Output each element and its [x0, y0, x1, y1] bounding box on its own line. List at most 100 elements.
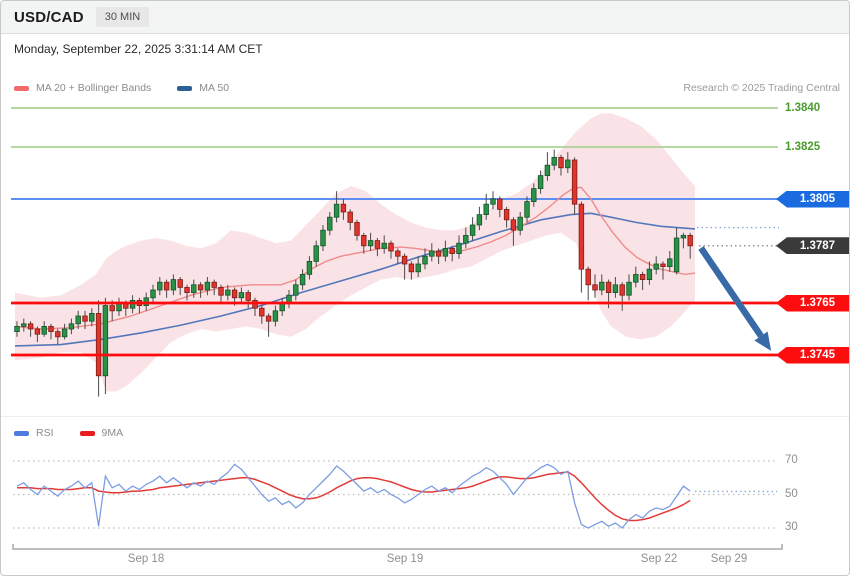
candle-body — [673, 237, 680, 273]
bollinger-band — [15, 113, 695, 392]
candle-body — [592, 284, 598, 291]
candle-body — [571, 159, 578, 205]
rsi-line — [16, 463, 691, 529]
candle-body — [456, 242, 462, 254]
symbol-title: USD/CAD — [14, 8, 84, 26]
candle-body — [61, 328, 68, 338]
candle-body — [497, 198, 503, 210]
candle-body — [82, 315, 88, 322]
candle-body — [163, 281, 170, 291]
candle-body — [21, 323, 27, 327]
candle-body — [218, 286, 224, 296]
candle-body — [381, 242, 387, 249]
candle-body — [68, 323, 75, 330]
rsi-legend-label: RSI — [36, 427, 54, 439]
candle-body — [429, 250, 435, 257]
candle-body — [415, 263, 421, 273]
candle-body — [476, 214, 483, 226]
candle-body — [469, 224, 476, 236]
x-axis-line — [12, 544, 783, 550]
candle-body — [524, 201, 530, 218]
candle-body — [184, 286, 190, 293]
candle-body — [177, 279, 183, 288]
ma20-swatch-icon — [14, 85, 29, 91]
candle-body — [401, 255, 408, 265]
candle-body — [89, 312, 95, 322]
rsi-swatch-icon — [14, 430, 29, 436]
candle-body — [211, 281, 217, 288]
candle-body — [680, 234, 687, 239]
candle-body — [14, 325, 20, 332]
candle-body — [75, 315, 81, 325]
candle-body — [225, 289, 231, 296]
candle-body — [408, 263, 415, 273]
candle-body — [320, 229, 326, 247]
candle-body — [367, 240, 374, 247]
candle-body — [34, 328, 41, 335]
candle-body — [361, 234, 367, 247]
candle-body — [517, 216, 523, 231]
candle-body — [48, 325, 54, 332]
candle-body — [687, 234, 693, 247]
candle-body — [660, 263, 666, 267]
candle-body — [395, 250, 401, 257]
candle-body — [435, 250, 442, 257]
candle-body — [667, 258, 673, 267]
candle-body — [245, 292, 251, 301]
candle-body — [340, 203, 347, 213]
candle-body — [490, 198, 496, 205]
candle-body — [599, 281, 605, 291]
candle-body — [463, 234, 469, 244]
candle-body — [95, 312, 102, 377]
candle-body — [619, 284, 625, 296]
candle-body — [238, 292, 245, 299]
research-credit: Research © 2025 Trading Central — [683, 82, 840, 94]
candle-body — [639, 273, 646, 280]
candle-body — [197, 284, 204, 291]
candle-body — [347, 211, 353, 223]
candle-body — [55, 331, 61, 338]
candle-body — [354, 221, 360, 236]
candle-body — [306, 260, 313, 275]
candle-body — [333, 203, 340, 218]
candle-body — [449, 247, 455, 254]
candle-body — [265, 315, 272, 322]
candle-body — [510, 219, 517, 231]
rsi-9ma-line — [17, 471, 691, 522]
candle-body — [558, 156, 564, 169]
candle-body — [170, 279, 177, 291]
nine-ma-legend-label: 9MA — [101, 427, 124, 439]
candle-body — [204, 281, 211, 291]
candle-body — [388, 242, 394, 252]
candle-body — [551, 156, 557, 166]
candle-body — [612, 284, 619, 293]
candle-body — [231, 289, 238, 299]
rsi-legend: RSI 9MA — [14, 427, 123, 439]
panel-divider — [1, 416, 849, 417]
candle-body — [585, 268, 591, 286]
candle-body — [544, 164, 551, 176]
candle-body — [293, 284, 299, 296]
candle-body — [578, 203, 585, 270]
ma50-swatch-icon — [177, 85, 193, 91]
candle-body — [633, 273, 639, 283]
price-legend: MA 20 + Bollinger Bands MA 50 — [14, 82, 229, 94]
date-line: Monday, September 22, 2025 3:31:14 AM CE… — [14, 42, 263, 56]
candle-body — [442, 247, 449, 257]
candle-body — [483, 203, 489, 215]
candle-body — [259, 307, 265, 317]
candle-body — [605, 281, 612, 294]
candle-body — [299, 273, 306, 286]
ma50-line — [14, 212, 696, 347]
candle-body — [313, 245, 319, 262]
candle-body — [646, 268, 653, 281]
candle-body — [503, 208, 510, 221]
forecast-arrow-shaft — [698, 246, 764, 338]
candle-body — [102, 305, 109, 377]
forecast-arrow-icon — [754, 331, 772, 351]
candle-body — [653, 263, 659, 270]
candle-body — [565, 159, 571, 169]
candle-body — [374, 240, 381, 249]
candle-body — [41, 325, 47, 335]
